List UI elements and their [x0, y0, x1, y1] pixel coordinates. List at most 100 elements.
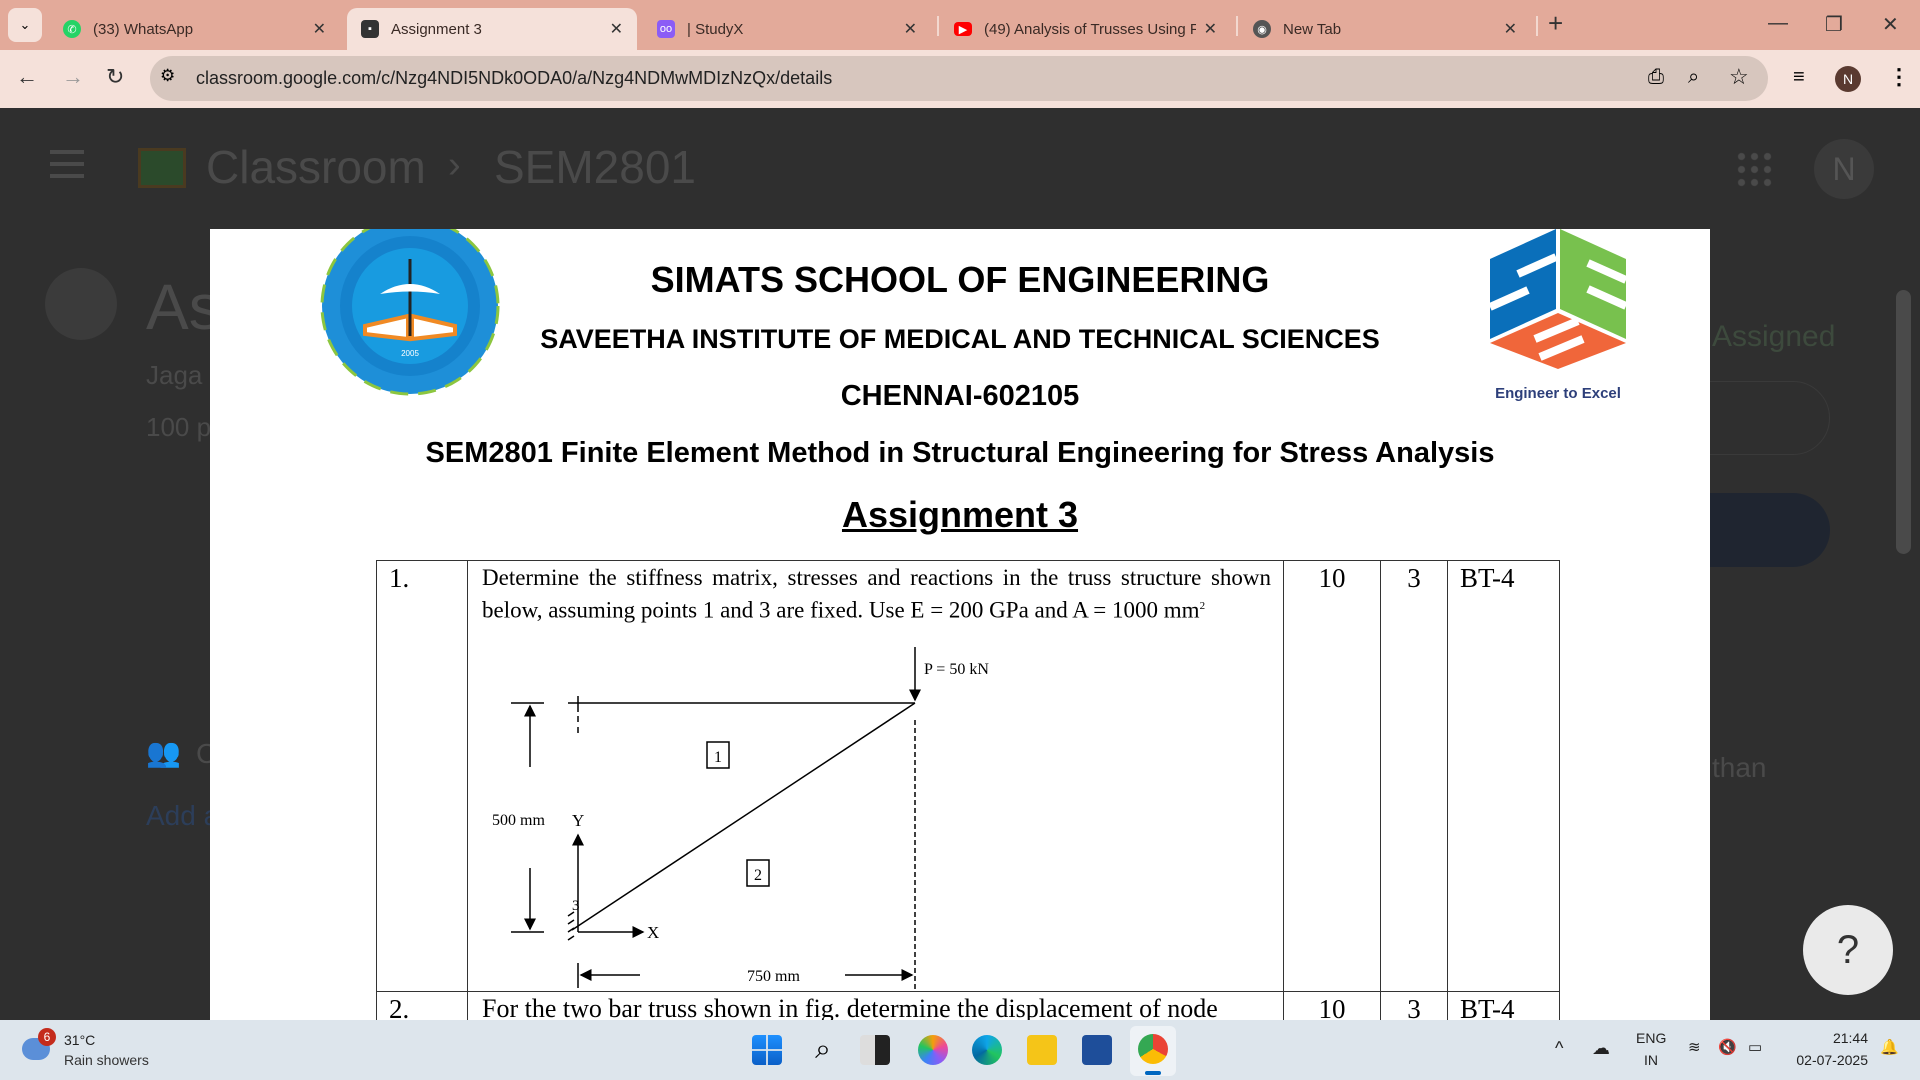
install-app-icon[interactable]: ⎙	[1648, 66, 1664, 88]
close-tab-icon[interactable]: ✕	[1503, 21, 1517, 38]
clock-time[interactable]: 21:44	[1832, 1030, 1868, 1046]
question-marks: 10	[1283, 991, 1381, 1020]
saveetha-logo: 2005	[320, 229, 500, 396]
tab-separator	[1536, 16, 1538, 36]
search-icon[interactable]: ⌕	[815, 1033, 831, 1064]
document-preview[interactable]: 2005 SIMATS SCHOOL OF ENGINEERING SAVEET…	[210, 229, 1710, 1020]
logo-tagline: Engineer to Excel	[1495, 385, 1621, 402]
profile-avatar[interactable]: N	[1835, 66, 1861, 92]
whatsapp-icon: ✆	[63, 20, 81, 38]
question-marks: 10	[1283, 560, 1381, 992]
taskbar	[0, 1020, 1920, 1080]
weather-badge: 6	[38, 1028, 56, 1046]
chrome-taskbar-button[interactable]	[1130, 1026, 1176, 1076]
reload-button[interactable]: ↻	[106, 64, 125, 89]
question-bt-level: BT-4	[1447, 991, 1560, 1020]
menu-icon[interactable]: ⋮	[1888, 64, 1910, 89]
notification-bell-icon[interactable]: 🔔	[1880, 1039, 1899, 1056]
address-bar[interactable]	[150, 56, 1768, 101]
assignment-title: As	[146, 271, 221, 343]
course-title: SEM2801 Finite Element Method in Structu…	[425, 437, 1495, 469]
file-explorer-icon[interactable]	[1027, 1035, 1057, 1065]
assignment-author: Jaga	[146, 360, 203, 390]
tab-new-tab[interactable]: ◉ New Tab ✕	[1239, 8, 1531, 50]
classroom-logo-icon	[138, 148, 186, 188]
institute-name: SAVEETHA INSTITUTE OF MEDICAL AND TECHNI…	[540, 324, 1380, 354]
weather-widget[interactable]: 6 31°C Rain showers	[22, 1028, 162, 1074]
assignment-points: 100 p	[146, 412, 212, 442]
back-button[interactable]: ←	[16, 64, 38, 89]
forward-button[interactable]: →	[62, 64, 84, 89]
question-bt-level: BT-4	[1447, 560, 1560, 992]
zoom-icon[interactable]: ⌕	[1688, 66, 1700, 88]
active-indicator	[1145, 1071, 1161, 1075]
sse-logo	[1490, 229, 1626, 369]
help-button[interactable]: ?	[1803, 905, 1893, 995]
school-name: SIMATS SCHOOL OF ENGINEERING	[650, 259, 1270, 300]
language-region[interactable]: IN	[1644, 1052, 1658, 1068]
people-icon: 👥	[146, 737, 181, 768]
assignment-icon	[45, 268, 117, 340]
close-tab-icon[interactable]: ✕	[1203, 21, 1217, 38]
weather-condition: Rain showers	[64, 1052, 149, 1068]
breadcrumb-course[interactable]: SEM2801	[494, 141, 697, 193]
edge-icon[interactable]	[972, 1035, 1002, 1065]
close-tab-icon[interactable]: ✕	[609, 21, 623, 38]
show-hidden-icons[interactable]: ^	[1555, 1038, 1564, 1058]
tab-youtube[interactable]: ▶ (49) Analysis of Trusses Using Fi ✕	[940, 8, 1231, 50]
clock-date[interactable]: 02-07-2025	[1796, 1052, 1868, 1068]
app-name[interactable]: Classroom	[206, 141, 426, 193]
close-tab-icon[interactable]: ✕	[903, 21, 917, 38]
table-row: 2. For the two bar truss shown in fig. d…	[376, 991, 1560, 1020]
tab-separator	[937, 16, 939, 36]
question-text: Determine the stiffness matrix, stresses…	[482, 565, 1271, 623]
tab-assignment-3[interactable]: ▪ Assignment 3 ✕	[347, 8, 637, 50]
table-row: 1. Determine the stiffness matrix, stres…	[376, 560, 1560, 992]
apps-grid-icon[interactable]	[1735, 150, 1775, 190]
close-window-button[interactable]: ✕	[1882, 14, 1899, 36]
studyx-icon: oo	[657, 20, 675, 38]
restore-button[interactable]: ❐	[1825, 14, 1843, 36]
question-number: 2.	[376, 991, 468, 1020]
tab-studyx[interactable]: oo | StudyX ✕	[643, 8, 931, 50]
breadcrumb-separator: ›	[448, 144, 461, 186]
battery-icon[interactable]: ▭	[1748, 1039, 1763, 1056]
svg-text:2005: 2005	[401, 349, 419, 358]
youtube-icon: ▶	[954, 22, 972, 36]
bookmark-star-icon[interactable]: ☆	[1729, 64, 1749, 89]
institute-city: CHENNAI-602105	[840, 380, 1080, 412]
language-indicator[interactable]: ENG	[1636, 1030, 1667, 1046]
question-co: 3	[1380, 560, 1448, 992]
tab-separator	[1236, 16, 1238, 36]
question-co: 3	[1380, 991, 1448, 1020]
temperature: 31°C	[64, 1032, 96, 1048]
media-control-icon[interactable]: ≡	[1793, 66, 1805, 88]
tab-whatsapp[interactable]: ✆ (33) WhatsApp ✕	[49, 8, 340, 50]
new-tab-button[interactable]: +	[1548, 8, 1564, 38]
tab-search-button[interactable]: ⌄	[8, 8, 42, 42]
url-text[interactable]: classroom.google.com/c/Nzg4NDI5NDk0ODA0/…	[196, 68, 833, 88]
add-comment-link[interactable]: Add a	[146, 800, 220, 831]
close-tab-icon[interactable]: ✕	[312, 21, 326, 38]
questions-table: 1. Determine the stiffness matrix, stres…	[376, 560, 1560, 1020]
status-label: Assigned	[1712, 320, 1836, 353]
private-comment-name: than	[1712, 752, 1767, 783]
question-text: For the two bar truss shown in fig. dete…	[467, 991, 1284, 1020]
task-view-icon[interactable]	[860, 1035, 890, 1065]
speaker-muted-icon[interactable]: 🔇	[1718, 1039, 1737, 1056]
scrollbar-thumb[interactable]	[1896, 290, 1911, 554]
account-avatar[interactable]: N	[1814, 139, 1874, 199]
minimize-button[interactable]: —	[1768, 12, 1788, 34]
classroom-icon: ▪	[361, 20, 379, 38]
copilot-icon[interactable]	[918, 1035, 948, 1065]
assignment-heading: Assignment 3	[841, 494, 1079, 535]
onedrive-icon[interactable]: ☁	[1592, 1038, 1610, 1058]
chrome-icon: ◉	[1253, 20, 1271, 38]
question-text-superscript: 2	[1199, 600, 1206, 612]
wifi-icon[interactable]: ≋	[1688, 1039, 1701, 1056]
site-info-icon[interactable]: ⚙	[160, 66, 176, 85]
question-number: 1.	[376, 560, 468, 992]
microsoft-store-icon[interactable]	[1082, 1035, 1112, 1065]
hamburger-menu-icon[interactable]	[50, 150, 84, 178]
chrome-icon	[1138, 1034, 1168, 1064]
